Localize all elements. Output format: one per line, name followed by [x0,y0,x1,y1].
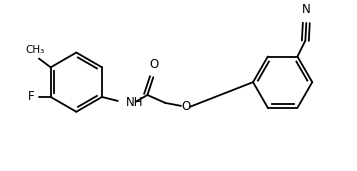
Text: CH₃: CH₃ [25,44,45,55]
Text: F: F [28,90,35,103]
Text: O: O [181,100,191,113]
Text: O: O [150,58,159,71]
Text: N: N [302,3,311,16]
Text: NH: NH [126,96,143,109]
